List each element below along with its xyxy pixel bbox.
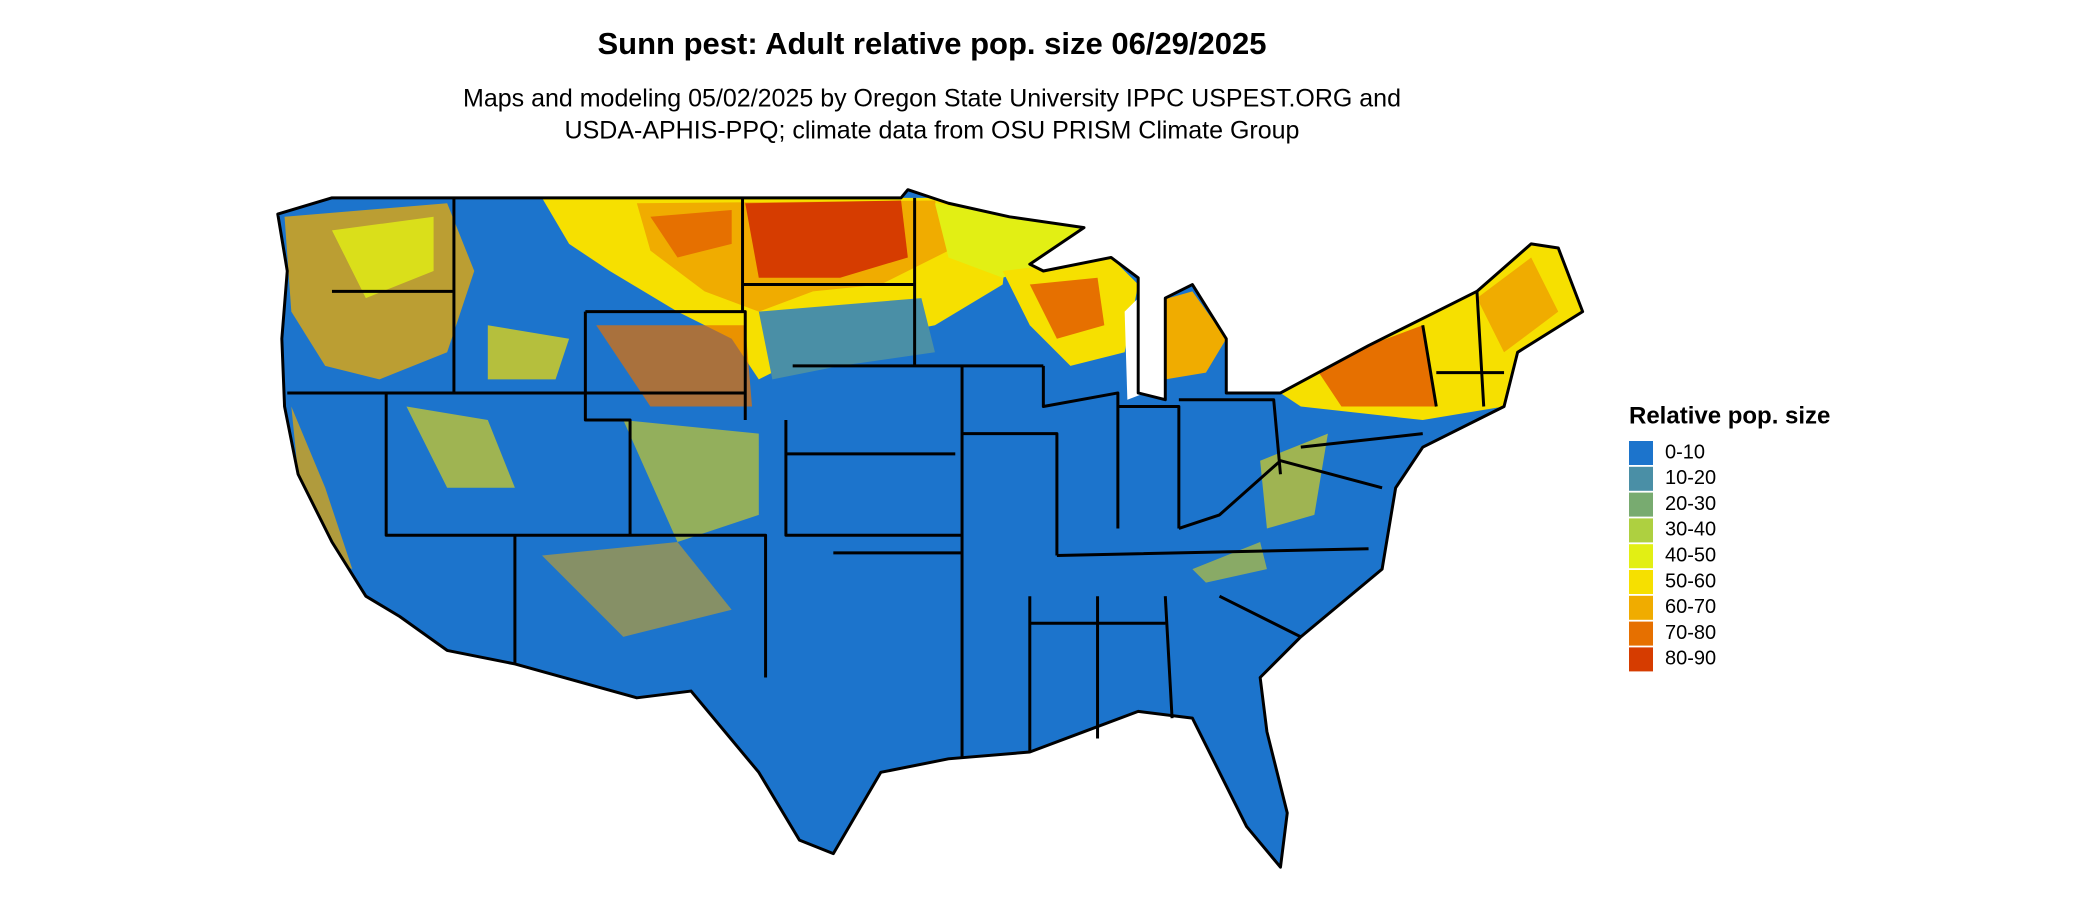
- legend-label: 70-80: [1665, 622, 1716, 644]
- legend-swatch: [1629, 518, 1653, 543]
- subtitle: Maps and modeling 05/02/2025 by Oregon S…: [463, 85, 1401, 113]
- legend-swatch: [1629, 621, 1653, 646]
- legend-swatch: [1629, 544, 1653, 569]
- legend-label: 60-70: [1665, 596, 1716, 618]
- legend-label: 30-40: [1665, 519, 1716, 541]
- legend-swatch: [1629, 595, 1653, 620]
- legend-label: 40-50: [1665, 544, 1716, 566]
- legend-swatch: [1629, 647, 1653, 672]
- legend-swatch: [1629, 441, 1653, 465]
- legend-title: Relative pop. size: [1629, 402, 1830, 429]
- legend-label: 0-10: [1665, 441, 1705, 463]
- legend-label: 50-60: [1665, 570, 1716, 592]
- legend-label: 20-30: [1665, 493, 1716, 515]
- legend-swatch: [1629, 492, 1653, 517]
- legend-label: 10-20: [1665, 467, 1716, 489]
- us-map: [276, 188, 1585, 869]
- title: Sunn pest: Adult relative pop. size 06/2…: [597, 26, 1266, 61]
- heat-patches: [284, 197, 1583, 637]
- legend-label: 80-90: [1665, 648, 1716, 670]
- legend-swatch: [1629, 466, 1653, 491]
- legend-swatch: [1629, 570, 1653, 594]
- subtitle: USDA-APHIS-PPQ; climate data from OSU PR…: [565, 117, 1300, 145]
- legend: 0-10 10-20 20-30 30-40 40-50 50-60 60-70 70-80 8…: [1629, 441, 1716, 672]
